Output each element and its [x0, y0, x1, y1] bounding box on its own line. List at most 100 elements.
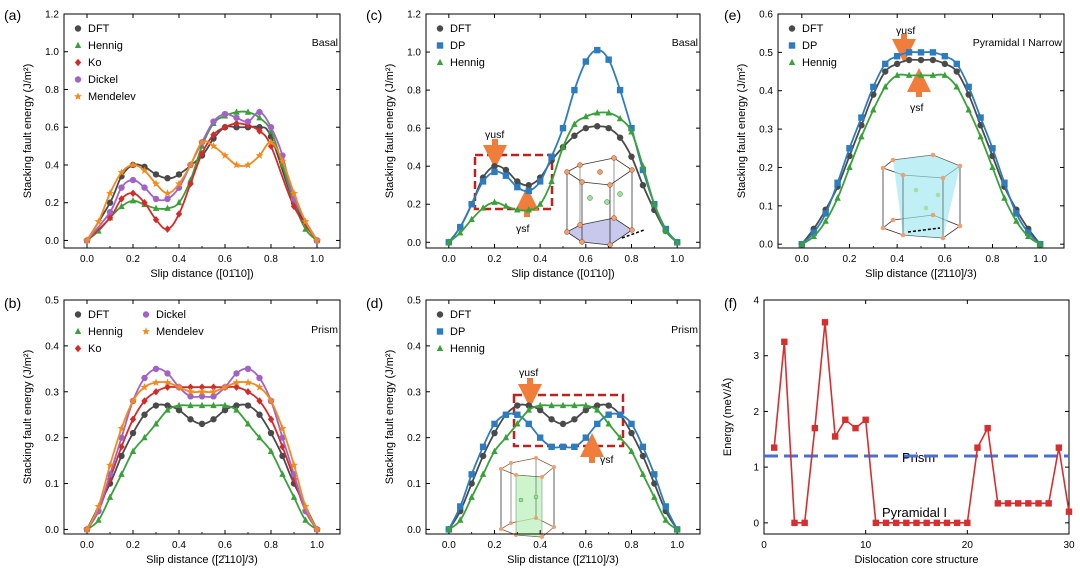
data-point-hennig — [548, 401, 555, 409]
x-tick-label: 0.0 — [80, 254, 94, 265]
data-point-dp — [479, 443, 487, 451]
data-point-hennig — [164, 204, 171, 211]
y-axis-label: Stacking fault energy (J/m²) — [384, 350, 396, 485]
data-point-hennig — [198, 401, 206, 409]
data-point-dft — [141, 411, 148, 418]
data-point-dp — [594, 420, 601, 428]
data-point-hennig — [571, 120, 578, 127]
x-tick-label: 0.0 — [442, 540, 456, 551]
data-point-ko — [233, 383, 240, 391]
data-point-ko — [141, 199, 148, 207]
data-point-hennig — [479, 470, 487, 477]
data-point-dp — [941, 52, 949, 60]
data-point-dislocation — [1035, 500, 1042, 507]
data-point-dft — [639, 182, 647, 189]
gamma-sf-d: γsf — [600, 454, 614, 466]
data-point-dp — [502, 172, 510, 179]
data-point-dickel — [152, 365, 160, 373]
data-point-dp — [536, 434, 544, 441]
legend-marker-ko — [74, 344, 82, 353]
data-point-hennig — [893, 71, 901, 78]
x-tick-label: 0.4 — [533, 254, 547, 265]
data-point-dislocation — [913, 519, 920, 527]
data-point-dp — [810, 229, 817, 236]
x-tick-label: 0.4 — [890, 254, 904, 265]
data-point-dft — [905, 56, 913, 64]
legend-label-mendelev: Mendelev — [88, 91, 136, 103]
data-point-ko — [256, 397, 263, 405]
y-tick-label: 1.2 — [45, 10, 59, 21]
data-point-dp — [953, 60, 960, 68]
data-point-dft — [479, 452, 487, 460]
data-point-dft — [244, 402, 252, 409]
data-point-hennig — [302, 516, 309, 523]
y-axis-label: Stacking fault energy (J/m²) — [736, 64, 748, 199]
data-point-dp — [893, 52, 901, 60]
gamma-sf-e: γsf — [910, 102, 924, 114]
data-point-hennig — [175, 198, 183, 206]
data-point-dft — [548, 416, 555, 423]
data-point-dickel — [233, 114, 240, 121]
data-point-hennig — [917, 71, 925, 78]
data-point-dp — [468, 471, 475, 478]
data-point-dp — [639, 443, 647, 451]
data-point-dp — [594, 46, 601, 54]
data-point-dp — [882, 60, 889, 68]
legend-marker-hennig — [788, 58, 796, 66]
data-point-mendelev — [301, 502, 310, 510]
data-point-dft — [941, 60, 949, 68]
data-point-dft — [571, 416, 578, 423]
data-point-hennig — [882, 83, 889, 90]
data-point-ko — [233, 119, 240, 128]
data-point-ko — [198, 149, 206, 158]
y-tick-label: 0.0 — [45, 236, 59, 247]
data-point-hennig — [514, 206, 521, 213]
data-point-hennig — [582, 401, 590, 409]
data-point-dft — [605, 124, 612, 132]
x-tick-label: 0.4 — [172, 254, 186, 265]
legend-label-dft: DFT — [450, 23, 472, 35]
x-axis-label: Slip distance ([01̄10]) — [511, 268, 614, 280]
data-point-dislocation — [811, 424, 819, 432]
data-point-dp — [479, 178, 487, 185]
data-point-dft — [210, 416, 217, 423]
data-point-mendelev — [198, 387, 206, 396]
x-tick-label: 0.2 — [488, 254, 502, 265]
y-tick-label: 0.3 — [407, 387, 421, 398]
data-point-dp — [571, 443, 578, 451]
data-point-hennig — [989, 163, 996, 171]
y-tick-label: 1.2 — [407, 10, 421, 21]
data-point-hennig — [457, 516, 464, 523]
data-point-dislocation — [791, 519, 798, 527]
y-tick-label: 0.0 — [45, 525, 59, 536]
data-point-ko — [244, 121, 252, 130]
data-point-hennig — [95, 516, 102, 523]
y-tick-label: 0.6 — [407, 124, 421, 135]
panel-d-highlight: γusf γsf — [512, 367, 625, 466]
gamma-usf-e: γusf — [896, 25, 915, 37]
data-point-dislocation — [1055, 444, 1063, 451]
data-point-dp — [457, 503, 464, 510]
data-point-mendelev — [313, 236, 321, 244]
data-point-mendelev — [278, 424, 287, 432]
data-point-dft — [279, 452, 286, 460]
x-tick-label: 0.4 — [172, 540, 186, 551]
legend-label-hennig: Hennig — [450, 343, 485, 355]
data-point-mendelev — [221, 151, 229, 159]
legend-marker-hennig — [74, 41, 82, 49]
legend-marker-hennig — [74, 327, 82, 335]
data-point-mendelev — [129, 396, 137, 405]
data-point-dp — [977, 114, 984, 121]
data-point-hennig — [559, 143, 567, 150]
data-point-hennig — [810, 232, 817, 240]
data-point-ko — [129, 189, 137, 197]
data-point-dft — [164, 174, 171, 182]
plot-frame-d — [425, 299, 701, 535]
data-point-mendelev — [175, 179, 183, 188]
legend-label-dft: DFT — [802, 23, 824, 35]
data-point-hennig — [822, 217, 829, 224]
data-point-ko — [129, 415, 137, 423]
data-point-hennig — [1013, 217, 1020, 224]
data-point-dislocation — [852, 424, 859, 432]
data-point-dp — [548, 153, 555, 160]
